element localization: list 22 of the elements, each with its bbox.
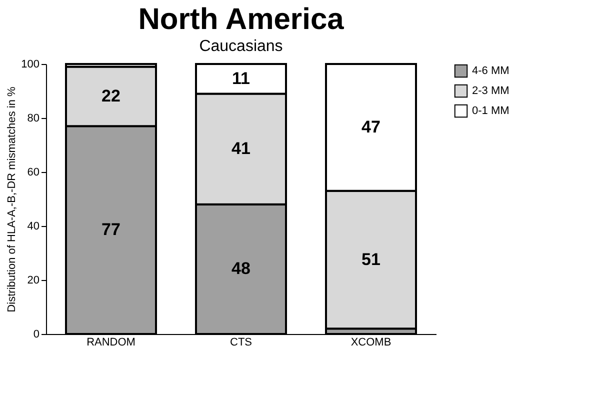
chart-subtitle: Caucasians <box>199 38 283 55</box>
data-label: 22 <box>102 86 120 106</box>
y-tick-label: 100 <box>21 58 40 70</box>
y-tick-label: 20 <box>27 274 40 286</box>
chart-title: North America <box>138 3 344 36</box>
y-axis-title: Distribution of HLA-A,-B,-DR mismatches in % <box>6 86 18 312</box>
y-tick-label: 60 <box>27 166 40 178</box>
x-tick-label: CTS <box>230 336 252 348</box>
data-label: 48 <box>232 259 250 278</box>
legend-label: 4-6 MM <box>472 65 510 77</box>
data-label: 51 <box>362 250 380 269</box>
y-tick-label: 40 <box>27 220 40 232</box>
data-label: 11 <box>232 68 250 88</box>
x-tick-label: XCOMB <box>350 336 392 348</box>
legend-label: 0-1 MM <box>472 105 510 117</box>
x-tick-label: RANDOM <box>86 336 136 348</box>
y-tick-label: 80 <box>27 112 40 124</box>
data-label: 41 <box>232 139 250 158</box>
y-tick-label: 0 <box>33 328 40 340</box>
data-label: 47 <box>362 117 380 136</box>
legend-label: 2-3 MM <box>472 85 510 97</box>
data-label: 77 <box>102 220 120 240</box>
